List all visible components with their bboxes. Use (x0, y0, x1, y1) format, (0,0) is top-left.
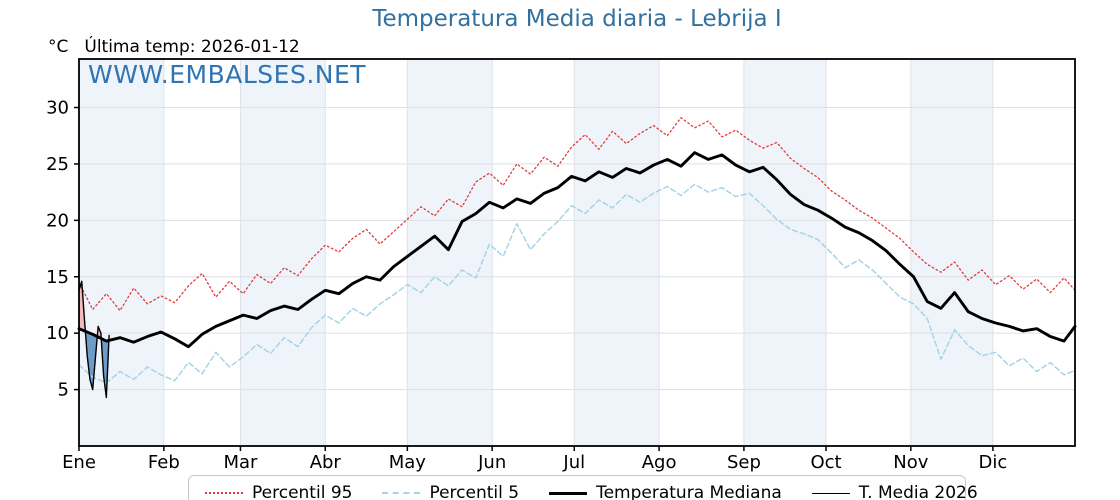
series-t-media-2026 (78, 280, 110, 399)
x-tick-label: Feb (148, 452, 180, 473)
legend-item-mediana: Temperatura Mediana (549, 483, 782, 500)
y-tick-label: 20 (46, 210, 69, 231)
x-tick-label: May (389, 452, 427, 473)
x-tick-label: Oct (810, 452, 841, 473)
percentil-5-line-marker (382, 492, 421, 494)
legend: Percentil 95 Percentil 5 Temperatura Med… (188, 475, 978, 500)
series-temperatura-mediana (77, 151, 1077, 349)
legend-label-mediana: Temperatura Mediana (596, 483, 782, 500)
x-tick-label: Ene (62, 452, 96, 473)
x-tick-label: Mar (223, 452, 258, 473)
x-tick-label: Sep (727, 452, 761, 473)
x-tick-label: Jul (562, 452, 585, 473)
series-percentil-5 (78, 183, 1076, 384)
x-tick-label: Nov (893, 452, 928, 473)
mediana-line-marker (549, 491, 588, 495)
x-tick-label: Jun (477, 452, 506, 473)
legend-item-percentil-95: Percentil 95 (205, 483, 352, 500)
fill-below-median (85, 331, 98, 390)
legend-item-percentil-5: Percentil 5 (382, 483, 519, 500)
month-band (743, 59, 826, 446)
t-media-2026-line-marker (811, 492, 850, 494)
month-band (407, 59, 493, 446)
month-band (910, 59, 993, 446)
y-tick-label: 5 (58, 380, 69, 401)
legend-item-t-media-2026: T. Media 2026 (811, 483, 978, 500)
legend-label-percentil-95: Percentil 95 (252, 483, 353, 500)
legend-label-t-media-2026: T. Media 2026 (858, 483, 978, 500)
y-axis-unit-label: °C (48, 37, 69, 57)
y-tick-label: 15 (46, 267, 69, 288)
chart-subheader: °C Última temp: 2026-01-12 (48, 37, 300, 57)
y-tick-label: 30 (46, 98, 69, 119)
y-tick-label: 10 (46, 323, 69, 344)
last-temp-label: Última temp: 2026-01-12 (84, 37, 300, 57)
month-band (574, 59, 660, 446)
chart-title: Temperatura Media diaria - Lebrija I (372, 6, 782, 32)
x-tick-label: Dic (979, 452, 1008, 473)
y-tick-label: 25 (46, 154, 69, 175)
legend-label-percentil-5: Percentil 5 (429, 483, 520, 500)
plot-frame (78, 58, 1076, 447)
embalses-watermark: WWW.EMBALSES.NET (88, 60, 367, 89)
x-tick-label: Ago (642, 452, 677, 473)
month-band (240, 59, 326, 446)
percentil-95-line-marker (205, 492, 243, 494)
x-tick-label: Abr (310, 452, 342, 473)
